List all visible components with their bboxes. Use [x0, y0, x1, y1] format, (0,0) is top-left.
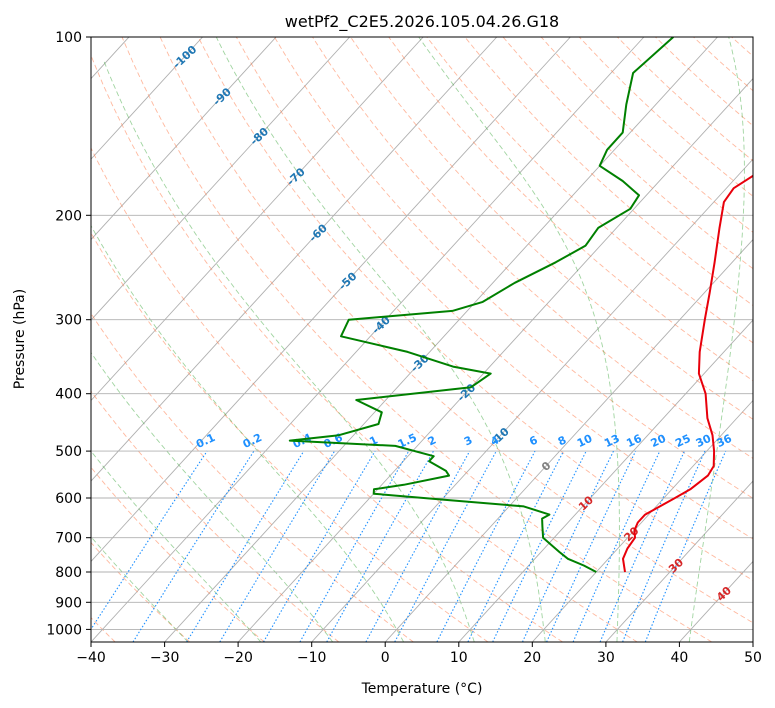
- dry-adiabat-line: [91, 147, 563, 642]
- x-tick-label: −10: [297, 650, 327, 666]
- mixing-ratio-line: [91, 450, 208, 631]
- isotherm-line: [237, 77, 753, 642]
- moist-adiabat-line: [215, 37, 546, 642]
- isotherm-line: [531, 399, 753, 642]
- mixing-ratio-line: [644, 450, 727, 642]
- dry-adiabat-line: [91, 390, 340, 642]
- mixing-ratio-line: [326, 450, 434, 642]
- chart-title: wetPf2_C2E5.2026.105.04.26.G18: [285, 12, 559, 32]
- y-axis-label: Pressure (hPa): [12, 289, 28, 389]
- mixing-ratio-label: 10: [575, 432, 595, 450]
- x-tick-label: 40: [670, 650, 688, 666]
- dry-adiabat-line: [159, 37, 753, 624]
- moist-adiabat-line: [91, 450, 262, 642]
- mixing-ratio-line: [467, 450, 565, 642]
- isotherm-line: [91, 37, 203, 160]
- dry-adiabat-line: [464, 37, 753, 306]
- isotherm-line: [91, 37, 498, 482]
- dry-adiabat-line: [235, 37, 753, 540]
- temperature-profile-line: [622, 174, 753, 573]
- isotherm-line: [164, 37, 718, 642]
- dry-adiabat-line: [121, 37, 713, 642]
- moist-adiabat-line: [91, 351, 334, 642]
- y-tick-label: 400: [55, 387, 82, 403]
- mixing-ratio-line: [365, 450, 471, 642]
- mixing-ratio-line: [394, 450, 497, 642]
- mixing-ratio-line: [436, 450, 536, 642]
- y-tick-label: 1000: [46, 622, 82, 638]
- dry-adiabat-line: [274, 37, 753, 499]
- dry-adiabat-line: [197, 37, 753, 581]
- x-tick-label: −20: [223, 650, 253, 666]
- y-tick-label: 700: [55, 531, 82, 547]
- isotherm-line: [91, 37, 571, 563]
- isotherm-line: [91, 37, 645, 642]
- moist-adiabat-line: [91, 224, 405, 642]
- y-tick-label: 500: [55, 444, 82, 460]
- dry-adiabat-line: [91, 466, 265, 642]
- x-tick-label: 10: [450, 650, 468, 666]
- x-tick-label: 30: [597, 650, 615, 666]
- isotherm-line: [384, 238, 753, 642]
- mixing-ratio-label: 16: [624, 432, 644, 450]
- y-tick-label: 900: [55, 595, 82, 611]
- moist-adiabat-line: [688, 37, 745, 642]
- mixing-ratio-line: [521, 450, 614, 642]
- isotherm-line: [311, 158, 753, 642]
- mixing-ratio-line: [186, 450, 305, 642]
- y-tick-label: 800: [55, 565, 82, 581]
- y-tick-label: 100: [55, 30, 82, 46]
- mixing-ratio-line: [132, 450, 255, 642]
- isotherm-line: [605, 480, 753, 642]
- x-tick-label: 0: [381, 650, 390, 666]
- mixing-ratio-label: 36: [715, 432, 735, 450]
- isotherm-line: [91, 37, 424, 402]
- mixing-ratio-line: [546, 450, 637, 642]
- mixing-ratio-label: 20: [649, 432, 669, 450]
- mixing-ratio-label: 30: [694, 432, 714, 450]
- y-tick-label: 300: [55, 313, 82, 329]
- mixing-ratio-line: [622, 450, 706, 642]
- mixing-ratio-label: 25: [673, 432, 692, 450]
- plot-area: -100-90-80-70-60-50-40-30-20-10010203040…: [91, 37, 753, 642]
- moist-adiabat-line: [103, 61, 475, 642]
- isotherm-line: [458, 319, 753, 642]
- mixing-ratio-line: [599, 450, 685, 642]
- isotherm-line: [91, 37, 277, 241]
- isotherm-line: [91, 37, 351, 321]
- moist-adiabat-line: [91, 536, 189, 642]
- x-tick-label: 50: [744, 650, 762, 666]
- dry-adiabat-line: [91, 54, 638, 642]
- mixing-ratio-line: [572, 450, 661, 642]
- x-tick-label: −30: [150, 650, 180, 666]
- x-tick-label: −40: [76, 650, 106, 666]
- x-axis-label: Temperature (°C): [361, 681, 483, 697]
- dry-adiabat-line: [388, 37, 753, 382]
- dry-adiabat-line: [91, 312, 414, 642]
- mixing-ratio-line: [219, 450, 336, 642]
- y-tick-label: 200: [55, 208, 82, 224]
- y-tick-label: 600: [55, 491, 82, 507]
- plot-frame: [90, 36, 754, 643]
- x-tick-label: 20: [523, 650, 541, 666]
- dewpoint-profile-line: [288, 37, 674, 573]
- mixing-ratio-label: 13: [602, 432, 621, 450]
